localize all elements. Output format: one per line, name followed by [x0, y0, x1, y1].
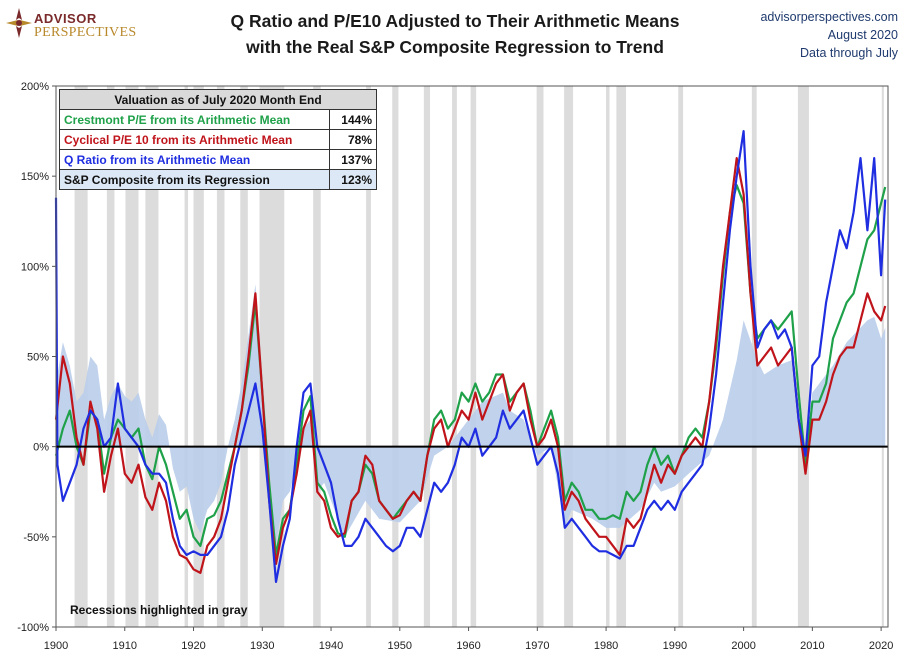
recession-band	[184, 86, 189, 627]
recession-band	[240, 86, 248, 627]
recession-band	[423, 86, 431, 627]
valuation-label: Crestmont P/E from its Arithmetic Mean	[59, 109, 330, 130]
x-tick-label: 1960	[456, 640, 480, 652]
valuation-value: 144%	[329, 109, 377, 130]
logo-line-2: PERSPECTIVES	[34, 25, 137, 40]
x-tick-label: 2020	[869, 640, 893, 652]
recession-band	[313, 86, 321, 627]
series-area-sp-composite	[56, 284, 886, 546]
x-tick-label: 1940	[319, 640, 343, 652]
source-date: August 2020	[827, 28, 898, 42]
valuation-value: 137%	[329, 149, 377, 170]
y-tick-label: 150%	[21, 171, 49, 183]
source-site: advisorperspectives.com	[760, 10, 898, 24]
x-tick-label: 1970	[525, 640, 549, 652]
recession-band	[536, 86, 544, 627]
valuation-row-crestmont: Crestmont P/E from its Arithmetic Mean 1…	[59, 109, 377, 130]
x-tick-label: 1980	[594, 640, 618, 652]
y-tick-label: -100%	[17, 622, 49, 634]
y-tick-label: 0%	[33, 442, 49, 454]
valuation-table-heading: Valuation as of July 2020 Month End	[59, 89, 377, 110]
recession-band	[564, 86, 574, 627]
source-data-through: Data through July	[800, 46, 898, 60]
recessions-note: Recessions highlighted in gray	[70, 603, 248, 617]
recession-band	[193, 86, 204, 627]
valuation-row-sp-composite: S&P Composite from its Regression 123%	[59, 169, 377, 190]
compass-rose-icon	[6, 8, 32, 38]
valuation-table: Valuation as of July 2020 Month End Cres…	[59, 89, 377, 190]
recession-band	[216, 86, 225, 627]
x-tick-label: 1930	[250, 640, 274, 652]
x-tick-label: 1990	[663, 640, 687, 652]
valuation-label: Q Ratio from its Arithmetic Mean	[59, 149, 330, 170]
series-line-pe10	[54, 157, 887, 574]
recession-band	[616, 86, 627, 627]
x-tick-label: 1950	[388, 640, 412, 652]
recession-band	[606, 86, 610, 627]
valuation-row-pe10: Cyclical P/E 10 from its Arithmetic Mean…	[59, 129, 377, 150]
x-tick-label: 2010	[800, 640, 824, 652]
series-line-qratio	[54, 130, 887, 583]
y-tick-label: -50%	[23, 532, 49, 544]
advisor-perspectives-logo: ADVISOR PERSPECTIVES	[6, 6, 156, 42]
recession-band	[678, 86, 684, 627]
recession-band	[125, 86, 139, 627]
recession-band	[452, 86, 457, 627]
chart-title-line-1: Q Ratio and P/E10 Adjusted to Their Arit…	[230, 11, 680, 31]
recession-band	[470, 86, 477, 627]
chart-title: Q Ratio and P/E10 Adjusted to Their Arit…	[160, 8, 750, 60]
valuation-label: S&P Composite from its Regression	[59, 169, 330, 190]
y-tick-label: 200%	[21, 81, 49, 93]
recession-band	[145, 86, 159, 627]
recession-band	[366, 86, 371, 627]
valuation-value: 123%	[329, 169, 377, 190]
recession-band	[797, 86, 809, 627]
chart-title-line-2: with the Real S&P Composite Regression t…	[246, 37, 664, 57]
x-tick-label: 1920	[181, 640, 205, 652]
series-lines	[54, 130, 887, 583]
axis-labels: -100% -50% 0% 50% 100% 150% 200% 1900 1910 1920 19…	[17, 81, 893, 652]
logo-line-1: ADVISOR	[34, 11, 97, 26]
valuation-label: Cyclical P/E 10 from its Arithmetic Mean	[59, 129, 330, 150]
valuation-value: 78%	[329, 129, 377, 150]
recession-band	[106, 86, 115, 627]
x-tick-label: 1900	[44, 640, 68, 652]
y-tick-label: 100%	[21, 261, 49, 273]
recession-band	[392, 86, 399, 627]
recession-band	[74, 86, 88, 627]
sp-area-layer	[56, 284, 886, 546]
x-tick-label: 1910	[113, 640, 137, 652]
valuation-row-qratio: Q Ratio from its Arithmetic Mean 137%	[59, 149, 377, 170]
source-block: advisorperspectives.com August 2020 Data…	[760, 8, 898, 62]
x-tick-label: 2000	[731, 640, 755, 652]
y-tick-label: 50%	[27, 352, 49, 364]
